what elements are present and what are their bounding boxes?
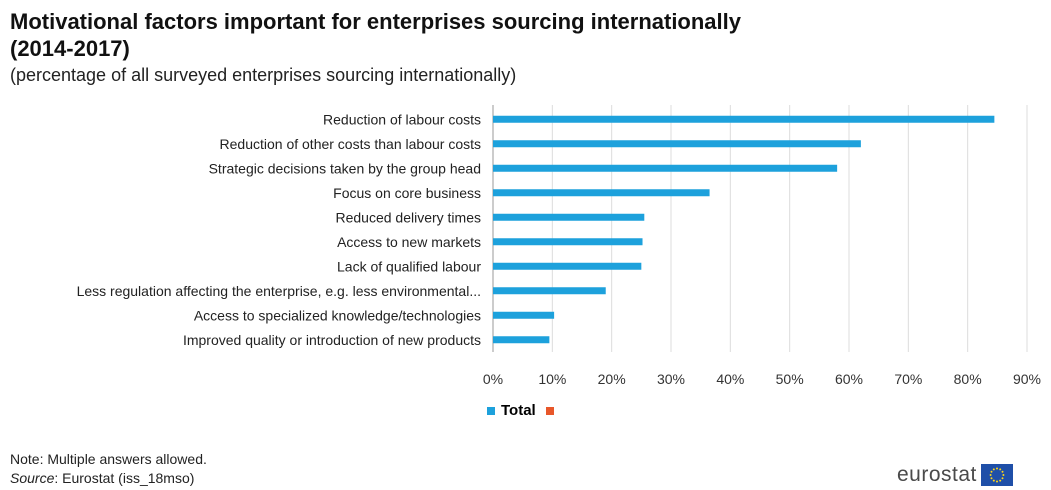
x-tick-label: 40% — [716, 371, 744, 387]
bar — [493, 262, 642, 270]
bar — [493, 189, 710, 197]
eu-flag-icon — [980, 464, 1013, 486]
x-tick-label: 90% — [1013, 371, 1041, 387]
logo-text: eurostat — [897, 463, 977, 486]
category-label: Reduction of labour costs — [323, 111, 481, 127]
chart-subtitle: (percentage of all surveyed enterprises … — [10, 65, 517, 85]
x-tick-label: 0% — [483, 371, 503, 387]
category-label: Access to new markets — [337, 234, 481, 250]
source-line: Source: Eurostat (iss_18mso) — [10, 470, 194, 486]
footnote: Note: Multiple answers allowed. — [10, 451, 207, 467]
eurostat-logo: eurostat — [897, 463, 1013, 487]
legend-swatch-total — [487, 406, 495, 415]
x-tick-label: 60% — [835, 371, 863, 387]
category-label: Strategic decisions taken by the group h… — [209, 160, 481, 176]
bar — [493, 336, 550, 344]
bar-chart: Reduction of labour costs Reduction of ot… — [77, 105, 1041, 387]
x-tick-label: 30% — [657, 371, 685, 387]
bar — [493, 164, 838, 172]
x-tick-label: 50% — [776, 371, 804, 387]
x-tick-label: 10% — [538, 371, 566, 387]
category-label: Focus on core business — [333, 185, 481, 201]
x-tick-label: 20% — [598, 371, 626, 387]
x-tick-label: 70% — [894, 371, 922, 387]
chart-title: Motivational factors important for enter… — [10, 9, 742, 61]
bar — [493, 213, 645, 221]
bar — [493, 115, 995, 123]
bar — [493, 140, 861, 148]
legend-swatch-unnamed — [545, 406, 554, 415]
bar — [493, 311, 555, 319]
category-label: Less regulation affecting the enterprise… — [77, 283, 481, 299]
bar — [493, 238, 643, 246]
legend: Total — [487, 402, 560, 419]
category-label: Reduced delivery times — [335, 209, 481, 225]
source-label: Source — [10, 470, 55, 486]
source-text: : Eurostat (iss_18mso) — [54, 470, 195, 486]
legend-label-total: Total — [501, 402, 536, 419]
category-label: Lack of qualified labour — [337, 258, 481, 274]
category-label: Improved quality or introduction of new … — [183, 332, 481, 348]
category-label: Reduction of other costs than labour cos… — [220, 136, 481, 152]
x-tick-label: 80% — [954, 371, 982, 387]
category-label: Access to specialized knowledge/technolo… — [194, 307, 481, 323]
bar — [493, 287, 606, 295]
